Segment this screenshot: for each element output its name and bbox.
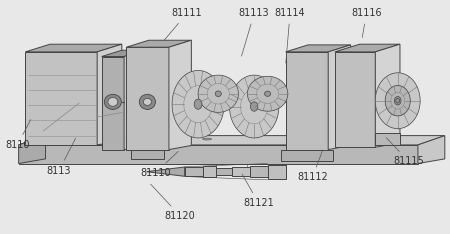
Text: 81113: 81113 — [239, 8, 270, 56]
Polygon shape — [25, 44, 122, 52]
Text: 81116: 81116 — [351, 8, 382, 37]
Polygon shape — [335, 44, 400, 52]
Ellipse shape — [104, 94, 122, 110]
Ellipse shape — [144, 98, 152, 105]
Polygon shape — [248, 76, 288, 111]
Polygon shape — [385, 86, 410, 116]
Text: 81115: 81115 — [386, 138, 424, 166]
Polygon shape — [250, 166, 268, 177]
Text: 81112: 81112 — [297, 150, 328, 183]
Polygon shape — [18, 136, 445, 145]
Ellipse shape — [251, 102, 258, 111]
Polygon shape — [25, 52, 97, 145]
Ellipse shape — [202, 138, 211, 140]
Polygon shape — [418, 136, 445, 164]
Text: 81114: 81114 — [275, 8, 306, 63]
Polygon shape — [126, 47, 169, 150]
Ellipse shape — [215, 91, 221, 97]
Polygon shape — [18, 136, 45, 164]
Text: 8110: 8110 — [5, 119, 31, 150]
Polygon shape — [126, 40, 191, 47]
Polygon shape — [147, 167, 184, 176]
Text: 81121: 81121 — [242, 174, 274, 208]
Polygon shape — [375, 133, 400, 145]
Ellipse shape — [324, 138, 333, 140]
Polygon shape — [216, 168, 232, 175]
Polygon shape — [18, 145, 418, 164]
Polygon shape — [131, 150, 164, 159]
Polygon shape — [172, 70, 224, 138]
Ellipse shape — [194, 99, 202, 109]
Polygon shape — [124, 50, 144, 150]
Ellipse shape — [396, 99, 400, 103]
Polygon shape — [328, 45, 351, 150]
Text: 8113: 8113 — [47, 138, 76, 176]
Text: 81110: 81110 — [140, 151, 178, 178]
Polygon shape — [198, 75, 238, 112]
Polygon shape — [375, 73, 420, 129]
Text: 81120: 81120 — [151, 184, 195, 221]
Polygon shape — [102, 50, 144, 57]
Ellipse shape — [140, 94, 155, 110]
Polygon shape — [102, 57, 124, 150]
Ellipse shape — [108, 97, 118, 106]
Polygon shape — [286, 45, 351, 52]
Polygon shape — [335, 52, 375, 147]
Ellipse shape — [113, 138, 122, 140]
Polygon shape — [169, 40, 191, 150]
Polygon shape — [202, 166, 216, 177]
Polygon shape — [375, 44, 400, 147]
Polygon shape — [281, 150, 333, 161]
Polygon shape — [286, 52, 328, 150]
Polygon shape — [232, 167, 250, 176]
Polygon shape — [97, 44, 122, 145]
Ellipse shape — [394, 97, 401, 105]
Polygon shape — [230, 75, 279, 138]
Text: 81111: 81111 — [164, 8, 202, 40]
Polygon shape — [268, 165, 286, 179]
Ellipse shape — [265, 91, 270, 96]
Polygon shape — [184, 167, 202, 176]
